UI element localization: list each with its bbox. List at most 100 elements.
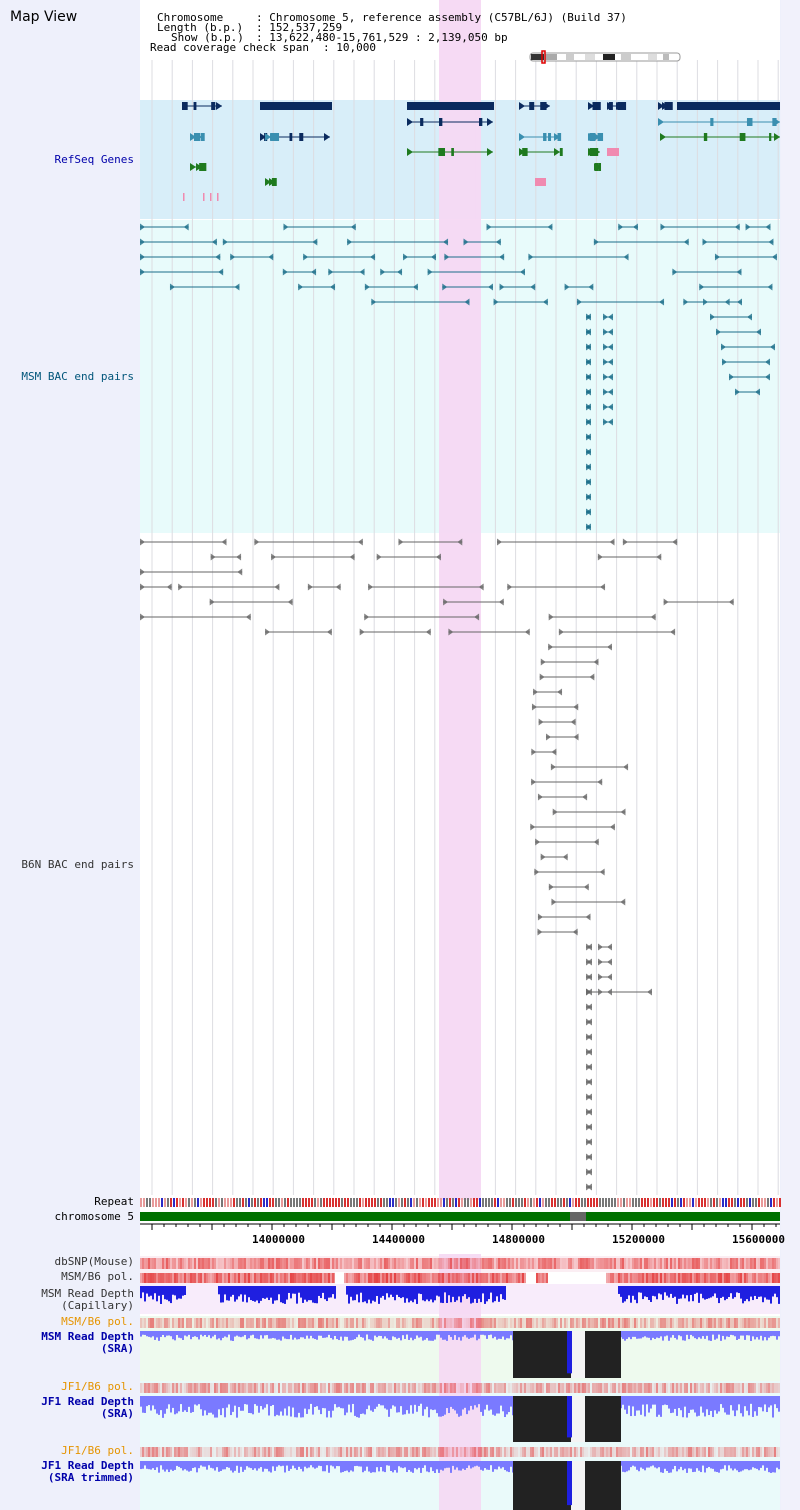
track-label-msm-depth-cap[interactable]: MSM Read Depth [41,1287,134,1300]
track-label-jf1-pol[interactable]: JF1/B6 pol. [61,1380,134,1393]
track-label-msm-pol-sra[interactable]: MSM/B6 pol. [61,1315,134,1328]
read-depth-bar [356,1331,358,1338]
polymorphism-cell [598,1447,600,1457]
read-depth-bar [382,1286,384,1296]
repeat-block [542,1198,544,1207]
track-label-msm-bac[interactable]: MSM BAC end pairs [21,370,134,383]
polymorphism-cell [722,1447,724,1457]
polymorphism-cell [170,1383,172,1393]
polymorphism-cell [642,1258,644,1269]
track-label-b6n-bac[interactable]: B6N BAC end pairs [21,858,134,871]
b6n-bac-pair-end [607,943,612,951]
polymorphism-cell [222,1447,224,1457]
polymorphism-cell [734,1318,736,1328]
polymorphism-cell [692,1383,694,1393]
refseq-gene-arrow [594,102,600,110]
read-depth-bar [446,1286,448,1303]
msm-bac-pair-end [370,253,376,261]
read-depth-bar [746,1461,748,1470]
polymorphism-cell [258,1383,260,1393]
polymorphism-cell [236,1383,238,1393]
read-depth-bar [456,1286,458,1301]
read-depth-bar [218,1331,220,1339]
read-depth-bar [744,1331,746,1340]
track-label-jf1-depth-trimmed[interactable]: JF1 Read Depth [41,1459,134,1472]
polymorphism-cell [618,1447,620,1457]
polymorphism-cell [642,1273,644,1283]
polymorphism-cell [510,1383,512,1393]
read-depth-bar [430,1331,432,1341]
polymorphism-cell [252,1273,254,1283]
polymorphism-cell [598,1383,600,1393]
read-depth-bar [358,1286,360,1303]
polymorphism-cell [578,1383,580,1393]
read-depth-bar [382,1396,384,1406]
b6n-bac-pair-end [498,598,504,606]
track-label-msm-pol[interactable]: MSM/B6 pol. [61,1270,134,1283]
read-depth-bar [316,1286,318,1304]
polymorphism-cell [540,1273,542,1283]
read-depth-bar [230,1286,232,1297]
track-label-repeat[interactable]: Repeat [94,1195,134,1208]
polymorphism-cell [508,1447,510,1457]
track-label-msm-depth-sra[interactable]: MSM Read Depth [41,1330,134,1343]
polymorphism-cell [468,1318,470,1328]
read-depth-bar [454,1396,456,1411]
saturated-depth-block [513,1461,571,1510]
read-depth-bar [366,1461,368,1467]
polymorphism-cell [540,1447,542,1457]
read-depth-bar [258,1286,260,1304]
refseq-gene-exon [540,102,545,110]
polymorphism-cell [228,1318,230,1328]
polymorphism-cell [512,1318,514,1328]
polymorphism-cell [406,1318,408,1328]
msm-bac-pair-end [586,343,591,351]
track-label-dbsnp[interactable]: dbSNP(Mouse) [54,1255,134,1268]
polymorphism-cell [594,1318,596,1328]
read-depth-bar [164,1286,166,1300]
read-depth-bar [776,1461,778,1468]
polymorphism-cell [708,1258,710,1269]
polymorphism-cell [238,1447,240,1457]
track-label-chromosome[interactable]: chromosome 5 [54,1210,134,1223]
track-label-jf1-pol-2[interactable]: JF1/B6 pol. [61,1444,134,1457]
read-depth-bar [690,1286,692,1295]
b6n-bac-pair-end [587,973,592,981]
b6n-bac-pair-end [558,628,564,636]
msm-bac-pair-end [499,253,505,261]
read-depth-bar [510,1396,512,1407]
read-depth-bar [168,1396,170,1405]
polymorphism-cell [578,1258,580,1269]
read-depth-bar [480,1461,482,1470]
polymorphism-cell [664,1258,666,1269]
polymorphism-cell [330,1383,332,1393]
polymorphism-cell [770,1318,772,1328]
polymorphism-cell [466,1447,468,1457]
read-depth-bar [434,1286,436,1301]
polymorphism-cell [196,1273,198,1283]
refseq-gene-arrow [190,163,196,171]
polymorphism-cell [282,1273,284,1283]
polymorphism-cell [534,1447,536,1457]
b6n-bac-pair-end [557,688,563,696]
polymorphism-cell [444,1273,446,1283]
polymorphism-cell [178,1318,180,1328]
read-depth-bar [140,1331,142,1337]
read-depth-bar [380,1331,382,1336]
read-depth-bar [774,1331,776,1337]
polymorphism-cell [438,1258,440,1269]
polymorphism-cell [440,1318,442,1328]
read-depth-bar [200,1331,202,1335]
read-depth-bar [422,1331,424,1341]
read-depth-bar [486,1461,488,1470]
read-depth-bar [144,1461,146,1466]
polymorphism-cell [268,1318,270,1328]
read-depth-bar [204,1396,206,1411]
polymorphism-cell [524,1383,526,1393]
track-label-jf1-depth-sra[interactable]: JF1 Read Depth [41,1395,134,1408]
track-label-refseq[interactable]: RefSeq Genes [54,153,134,166]
read-depth-bar [274,1331,276,1339]
polymorphism-cell [418,1447,420,1457]
read-depth-bar [216,1396,218,1418]
read-depth-bar [318,1286,320,1296]
